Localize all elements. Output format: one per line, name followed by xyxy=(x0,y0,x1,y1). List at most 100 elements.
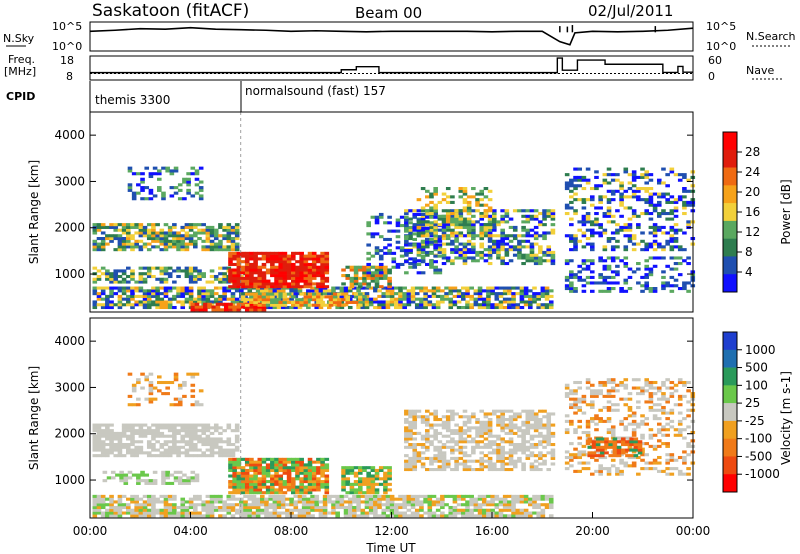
velocity-cell xyxy=(251,497,257,501)
power-cell xyxy=(374,249,380,253)
velocity-cell xyxy=(209,497,215,501)
velocity-cell xyxy=(425,429,430,433)
power-cell xyxy=(324,251,330,255)
velocity-cell xyxy=(126,434,131,438)
velocity-cell xyxy=(167,511,173,515)
velocity-cell xyxy=(466,459,472,463)
power-cell xyxy=(184,292,190,296)
power-cell xyxy=(222,272,227,276)
power-cell xyxy=(167,242,173,246)
velocity-cell xyxy=(167,423,173,427)
power-cell xyxy=(161,197,166,201)
velocity-cell xyxy=(358,468,363,473)
power-cell xyxy=(155,266,160,270)
power-cell xyxy=(339,289,345,293)
power-cell xyxy=(320,251,325,255)
power-cell xyxy=(454,217,459,221)
power-cell xyxy=(324,295,330,299)
velocity-cell xyxy=(498,500,504,504)
velocity-cell xyxy=(370,485,376,489)
velocity-cell xyxy=(458,462,464,466)
velocity-cell xyxy=(123,473,129,477)
velocity-cell xyxy=(440,500,445,504)
power-cell xyxy=(113,237,119,241)
power-cell xyxy=(483,203,489,207)
velocity-cell xyxy=(234,497,240,501)
velocity-cell xyxy=(274,463,279,467)
power-cell xyxy=(184,237,190,241)
power-cell xyxy=(515,303,521,307)
velocity-cell xyxy=(176,440,181,444)
velocity-cell xyxy=(437,431,443,435)
velocity-cell xyxy=(546,415,552,419)
velocity-cell xyxy=(623,436,629,440)
power-cell xyxy=(661,245,666,249)
power-cell xyxy=(228,285,233,289)
velocity-cell xyxy=(529,415,535,419)
power-cell xyxy=(404,253,409,257)
power-cell xyxy=(155,277,160,281)
power-cell xyxy=(589,259,595,263)
velocity-cell xyxy=(274,457,279,461)
power-cell xyxy=(303,300,309,304)
power-colorbar-cell xyxy=(723,220,737,239)
velocity-cell xyxy=(276,494,282,498)
power-colorbar-cell xyxy=(723,238,737,257)
velocity-cell xyxy=(121,454,127,458)
power-cell xyxy=(343,292,349,296)
power-cell xyxy=(471,256,476,260)
velocity-cell xyxy=(623,383,629,387)
power-cell xyxy=(109,234,114,238)
power-cell xyxy=(215,308,221,312)
power-cell xyxy=(627,267,633,271)
velocity-cell xyxy=(631,433,637,437)
velocity-cell xyxy=(631,378,637,382)
power-cell xyxy=(194,169,200,173)
velocity-cell xyxy=(441,465,447,469)
power-cell xyxy=(615,264,620,268)
power-cell xyxy=(483,234,489,238)
power-cell xyxy=(303,298,309,302)
velocity-cell xyxy=(508,409,514,413)
power-cell xyxy=(180,225,186,229)
velocity-cell xyxy=(437,451,443,455)
power-cell xyxy=(412,245,418,249)
velocity-cell xyxy=(180,500,186,504)
velocity-cell xyxy=(477,508,483,512)
power-cell xyxy=(180,303,186,307)
power-cell xyxy=(425,234,430,238)
velocity-cell xyxy=(324,488,330,492)
velocity-cell xyxy=(264,503,269,507)
velocity-cell xyxy=(131,403,137,407)
power-cell xyxy=(479,225,485,229)
power-cell xyxy=(163,305,169,310)
velocity-cell xyxy=(343,511,349,515)
power-cell xyxy=(598,231,603,235)
power-cell xyxy=(282,282,288,286)
velocity-cell xyxy=(176,429,181,433)
velocity-cell xyxy=(437,468,443,472)
power-cell xyxy=(307,303,313,307)
power-cell xyxy=(261,265,267,269)
power-cell xyxy=(172,242,177,246)
velocity-cell xyxy=(244,471,250,475)
power-cell xyxy=(278,285,284,289)
velocity-cell xyxy=(136,403,141,407)
velocity-cell xyxy=(377,514,382,518)
velocity-cell xyxy=(619,422,624,426)
power-cell xyxy=(257,303,263,307)
power-cell xyxy=(395,240,401,244)
velocity-cell xyxy=(536,511,541,515)
velocity-cell xyxy=(209,437,215,441)
power-cell xyxy=(619,200,624,204)
power-cell xyxy=(610,275,616,279)
power-cell xyxy=(564,206,570,210)
velocity-cell xyxy=(261,474,267,478)
velocity-cell xyxy=(594,417,599,421)
velocity-cell xyxy=(117,514,123,518)
velocity-cell xyxy=(429,462,434,466)
power-cell xyxy=(240,260,246,264)
velocity-cell xyxy=(420,445,426,449)
power-cell xyxy=(92,305,98,310)
velocity-cell xyxy=(240,474,246,478)
